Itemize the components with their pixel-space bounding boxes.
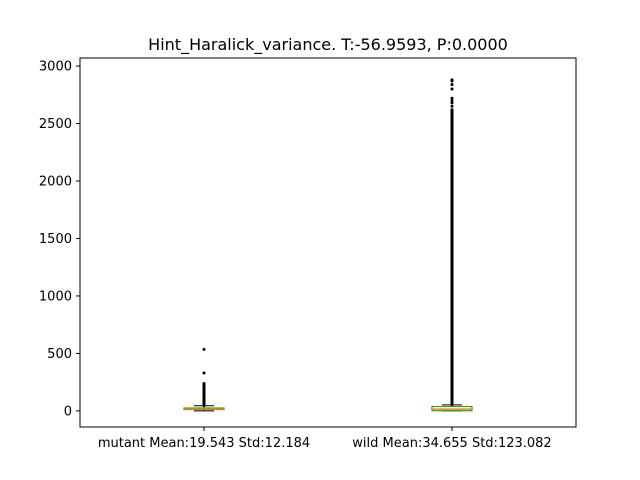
outlier-point	[450, 108, 454, 112]
chart-title: Hint_Haralick_variance. T:-56.9593, P:0.…	[148, 35, 508, 55]
outlier-point	[450, 101, 454, 105]
outlier-point	[202, 371, 206, 375]
y-tick-label: 2000	[39, 175, 72, 190]
outlier-point	[450, 78, 454, 82]
box-group-1	[431, 78, 473, 412]
outlier-point	[450, 104, 454, 108]
y-tick-label: 2500	[39, 117, 72, 132]
outlier-point	[450, 87, 454, 91]
box-group-0	[183, 347, 225, 412]
x-axis: mutant Mean:19.543 Std:12.184 wild Mean:3…	[98, 427, 552, 451]
x-tick-label: wild Mean:34.655 Std:123.082	[352, 436, 551, 451]
y-tick-label: 3000	[39, 60, 72, 75]
outlier-point	[202, 347, 206, 351]
outlier-point	[450, 96, 454, 100]
y-axis: 0 500 1000 1500 2000 2500 3000	[39, 60, 80, 419]
plot-area-frame	[79, 57, 577, 428]
y-tick-label: 0	[64, 404, 72, 419]
outlier-point	[450, 99, 454, 103]
box-series	[183, 78, 473, 412]
y-tick-label: 1000	[39, 289, 72, 304]
y-tick-label: 500	[47, 347, 72, 362]
outlier-point	[202, 382, 206, 386]
outlier-point	[450, 82, 454, 86]
x-tick-label: mutant Mean:19.543 Std:12.184	[98, 436, 310, 451]
y-tick-label: 1500	[39, 232, 72, 247]
